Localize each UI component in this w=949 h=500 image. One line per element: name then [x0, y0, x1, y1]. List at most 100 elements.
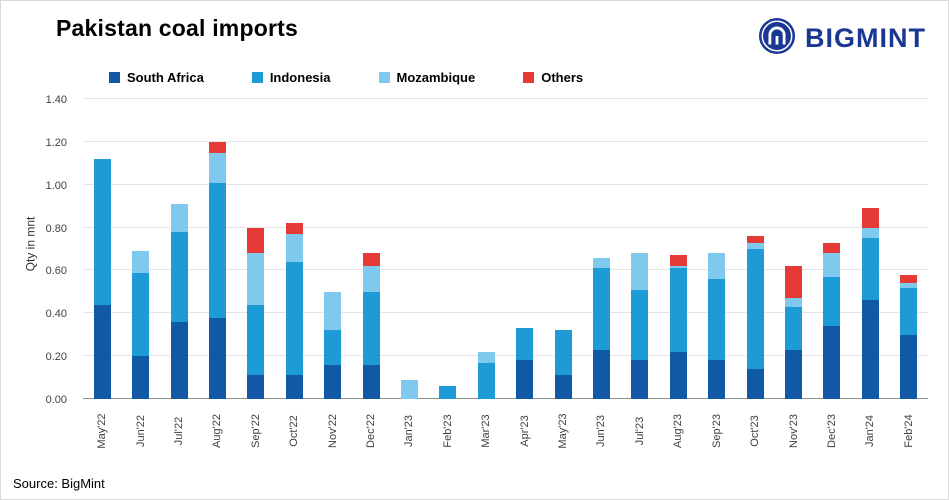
y-tick-label: 0.00: [45, 394, 67, 406]
bar-segment-south-africa: [93, 304, 111, 399]
x-axis-labels: May'22 Jun'22 Jul'22 Aug'22 Sep'22 Oct'22 Nov'…: [83, 402, 928, 460]
bar-segment-south-africa: [900, 334, 918, 399]
x-tick-label: Jan'23: [403, 414, 416, 448]
bar-segment-south-africa: [324, 364, 342, 399]
bar-segment-south-africa: [592, 349, 610, 399]
x-tick-label: Mar'23: [480, 414, 493, 448]
bar-oct-22: [275, 223, 313, 399]
bar-segment-south-africa: [823, 326, 841, 399]
y-tick-label: 1.00: [45, 179, 67, 192]
legend-label: Mozambique: [396, 70, 476, 85]
legend-label: Others: [541, 70, 584, 85]
bar-segment-indonesia: [93, 159, 111, 305]
bar-segment-indonesia: [708, 279, 726, 361]
bar-segment-indonesia: [477, 362, 495, 399]
bar-segment-indonesia: [669, 268, 687, 352]
bar-segment-south-africa: [516, 360, 534, 399]
bar-segment-mozambique: [592, 257, 610, 269]
bar-segment-indonesia: [516, 328, 534, 361]
plot-wrap: Qty in mnt 0.00 0.20 0.40 0.60 0.80 1.00 1.20 1…: [23, 94, 928, 406]
bar-segment-mozambique: [669, 266, 687, 269]
bigmint-logo-icon: [758, 17, 796, 60]
bar-segment-mozambique: [170, 204, 188, 232]
bar-aug-23: [659, 255, 697, 399]
y-tick-label: 0.60: [45, 265, 67, 278]
bar-segment-south-africa: [362, 364, 380, 399]
legend-swatch-others: [523, 72, 535, 83]
x-tick-label: Aug'22: [211, 414, 224, 448]
bar-may-23: [544, 330, 582, 399]
bar-segment-indonesia: [132, 272, 150, 357]
bar-segment-others: [900, 274, 918, 284]
bar-nov-22: [313, 291, 351, 399]
x-tick-label: Aug'23: [672, 414, 685, 448]
brand-name: BIGMINT: [805, 23, 926, 53]
source-note: Source: BigMint: [13, 476, 105, 491]
bar-segment-mozambique: [247, 253, 265, 305]
legend-swatch-mozambique: [378, 72, 390, 83]
x-tick-label: Oct'22: [288, 415, 301, 447]
bar-segment-mozambique: [477, 351, 495, 363]
bar-segment-indonesia: [900, 287, 918, 335]
bar-segment-mozambique: [746, 242, 764, 249]
x-tick-label: Apr'23: [518, 415, 531, 447]
gridline: [83, 355, 928, 357]
bar-segment-indonesia: [554, 330, 572, 376]
x-tick-label: Sep'23: [710, 414, 723, 448]
bar-segment-indonesia: [285, 261, 303, 376]
x-tick-label: Jan'24: [864, 414, 877, 448]
legend-label: South Africa: [127, 70, 204, 85]
bar-segment-south-africa: [785, 349, 803, 399]
bar-segment-south-africa: [861, 300, 879, 399]
bar-segment-mozambique: [362, 266, 380, 292]
gridline: [83, 98, 928, 99]
bar-segment-others: [285, 223, 303, 235]
bar-segment-indonesia: [785, 306, 803, 350]
gridline: [83, 312, 928, 314]
bar-segment-others: [247, 227, 265, 254]
x-tick-label: Oct'23: [749, 415, 762, 447]
bar-segment-south-africa: [708, 360, 726, 399]
bar-segment-mozambique: [861, 227, 879, 239]
bar-dec-23: [813, 242, 851, 399]
gridline: [83, 269, 928, 271]
bar-aug-22: [198, 141, 236, 399]
chart-title: Pakistan coal imports: [56, 15, 298, 41]
bar-segment-mozambique: [132, 251, 150, 273]
bar-segment-indonesia: [247, 304, 265, 376]
bar-dec-22: [352, 253, 390, 399]
bar-jan-23: [390, 379, 428, 399]
y-tick-label: 1.40: [45, 94, 67, 106]
x-tick-label: Dec'23: [825, 414, 838, 448]
x-tick-label: Feb'24: [902, 414, 915, 448]
bar-segment-south-africa: [247, 375, 265, 399]
bar-segment-indonesia: [362, 291, 380, 365]
x-tick-label: May'22: [96, 413, 109, 449]
bar-segment-south-africa: [208, 317, 226, 399]
bar-segment-indonesia: [746, 249, 764, 369]
bar-segment-mozambique: [631, 253, 649, 290]
bar-segment-indonesia: [170, 231, 188, 322]
bar-sep-22: [237, 227, 275, 399]
bar-segment-mozambique: [324, 291, 342, 331]
bar-jun-22: [121, 251, 159, 399]
bar-nov-23: [774, 266, 812, 399]
chart-legend: South Africa Indonesia Mozambique Others: [109, 70, 948, 85]
bar-segment-indonesia: [823, 276, 841, 327]
x-tick-label: Jul'22: [173, 416, 186, 446]
bar-segment-indonesia: [861, 238, 879, 301]
bar-apr-23: [505, 328, 543, 399]
bar-segment-south-africa: [631, 360, 649, 399]
bar-segment-south-africa: [285, 375, 303, 399]
y-tick-label: 0.40: [45, 308, 67, 321]
bar-mar-23: [467, 351, 505, 399]
x-tick-label: Jul'23: [633, 416, 646, 446]
brand-logo: BIGMINT: [758, 17, 926, 60]
bar-segment-mozambique: [400, 379, 418, 399]
bar-segment-mozambique: [708, 253, 726, 280]
x-tick-label: May'23: [557, 413, 570, 449]
bar-jan-24: [851, 208, 889, 399]
bar-segment-others: [785, 266, 803, 299]
legend-item-mozambique: Mozambique: [378, 70, 476, 85]
y-tick-label: 1.20: [45, 136, 67, 149]
